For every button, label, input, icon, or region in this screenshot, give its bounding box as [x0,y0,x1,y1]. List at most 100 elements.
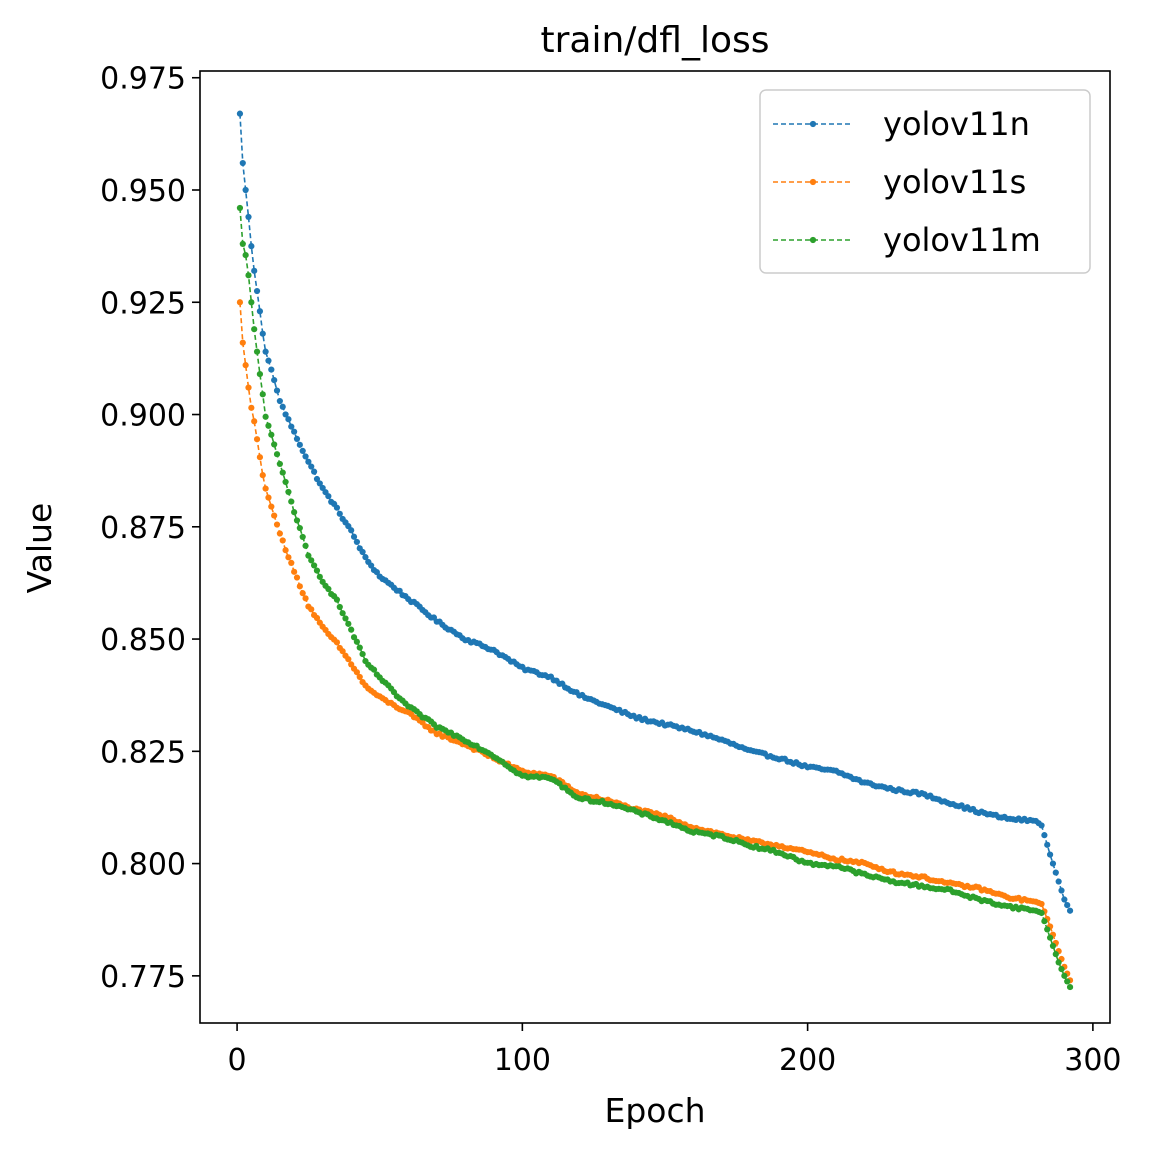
x-tick-label: 0 [228,1043,247,1078]
x-tick-label: 100 [494,1043,551,1078]
data-point [245,213,252,221]
data-point [1064,902,1071,909]
data-point [239,159,246,167]
data-point [265,422,272,429]
data-point [1041,832,1048,839]
data-point [333,639,341,646]
data-point [251,418,258,425]
data-point [333,504,341,511]
data-point [239,240,246,247]
y-tick-label: 0.775 [100,960,186,995]
data-point [271,441,278,448]
data-point [296,583,303,590]
data-point [282,411,289,418]
data-point [236,204,244,212]
data-point [248,404,255,411]
data-point [308,606,315,613]
data-point [299,447,306,454]
legend-box [759,89,1091,274]
data-point [276,397,283,405]
data-point [339,610,346,617]
data-point [242,252,249,259]
data-point [245,384,252,391]
data-point [325,585,332,593]
y-tick-label: 0.925 [100,286,186,321]
data-point [336,603,343,611]
data-point [279,537,286,544]
data-point [305,458,312,465]
data-point [245,272,252,279]
data-point [1046,851,1054,858]
data-point [288,423,295,430]
data-point [285,488,292,496]
data-point [350,634,358,641]
data-point [353,538,360,546]
data-point [350,533,358,540]
y-axis-label: Value [20,503,59,594]
data-point [291,568,298,575]
legend-label: yolov11m [883,221,1041,259]
data-point [1052,869,1059,876]
data-point [1066,983,1074,991]
data-point [273,451,281,458]
legend-marker [809,178,817,186]
y-tick-label: 0.950 [100,174,186,209]
data-point [259,330,266,337]
legend: yolov11n yolov11s yolov11m [759,89,1091,274]
data-point [302,453,309,460]
y-axis: 0.775 0.800 0.825 0.850 0.875 0.900 0.925 0.950… [100,62,200,995]
data-point [251,267,258,274]
data-point [248,243,255,250]
data-point [1038,909,1045,917]
data-point [370,666,378,673]
data-point [256,308,264,315]
data-point [1038,900,1045,908]
data-point [299,590,306,597]
data-point [265,494,272,501]
data-point [353,669,360,676]
data-point [276,460,283,468]
data-point [308,557,315,564]
legend-label: yolov11s [883,163,1026,201]
data-point [333,596,341,603]
y-tick-label: 0.800 [100,848,186,883]
data-point [311,468,318,475]
data-point [248,299,255,306]
data-point [1049,942,1057,950]
data-point [1058,887,1065,894]
legend-marker [809,236,817,244]
data-point [1044,926,1051,933]
data-point [288,559,295,566]
data-point [336,510,343,517]
data-point [345,620,352,627]
data-point [1055,878,1062,885]
series-line [239,302,1071,981]
data-point [339,648,346,655]
data-point [1041,918,1048,925]
data-point [302,595,309,602]
series-yolov11n [236,110,1074,914]
data-point [359,650,366,658]
y-tick-label: 0.850 [100,623,186,658]
data-point [282,547,289,554]
data-point [311,562,318,569]
data-point [242,186,249,194]
data-point [259,472,266,479]
data-point [271,377,278,384]
data-point [276,530,283,537]
data-point [348,626,355,633]
x-tick-label: 300 [1064,1043,1121,1078]
data-point [236,110,244,117]
data-point [316,573,323,580]
data-point [279,469,286,476]
data-point [1046,934,1054,941]
data-point [1044,841,1051,848]
data-point [356,673,363,681]
data-point [356,644,363,651]
data-point [242,362,249,369]
data-point [273,521,281,528]
data-point [1061,972,1068,979]
x-axis-label: Epoch [604,1091,705,1130]
data-point [282,478,289,486]
